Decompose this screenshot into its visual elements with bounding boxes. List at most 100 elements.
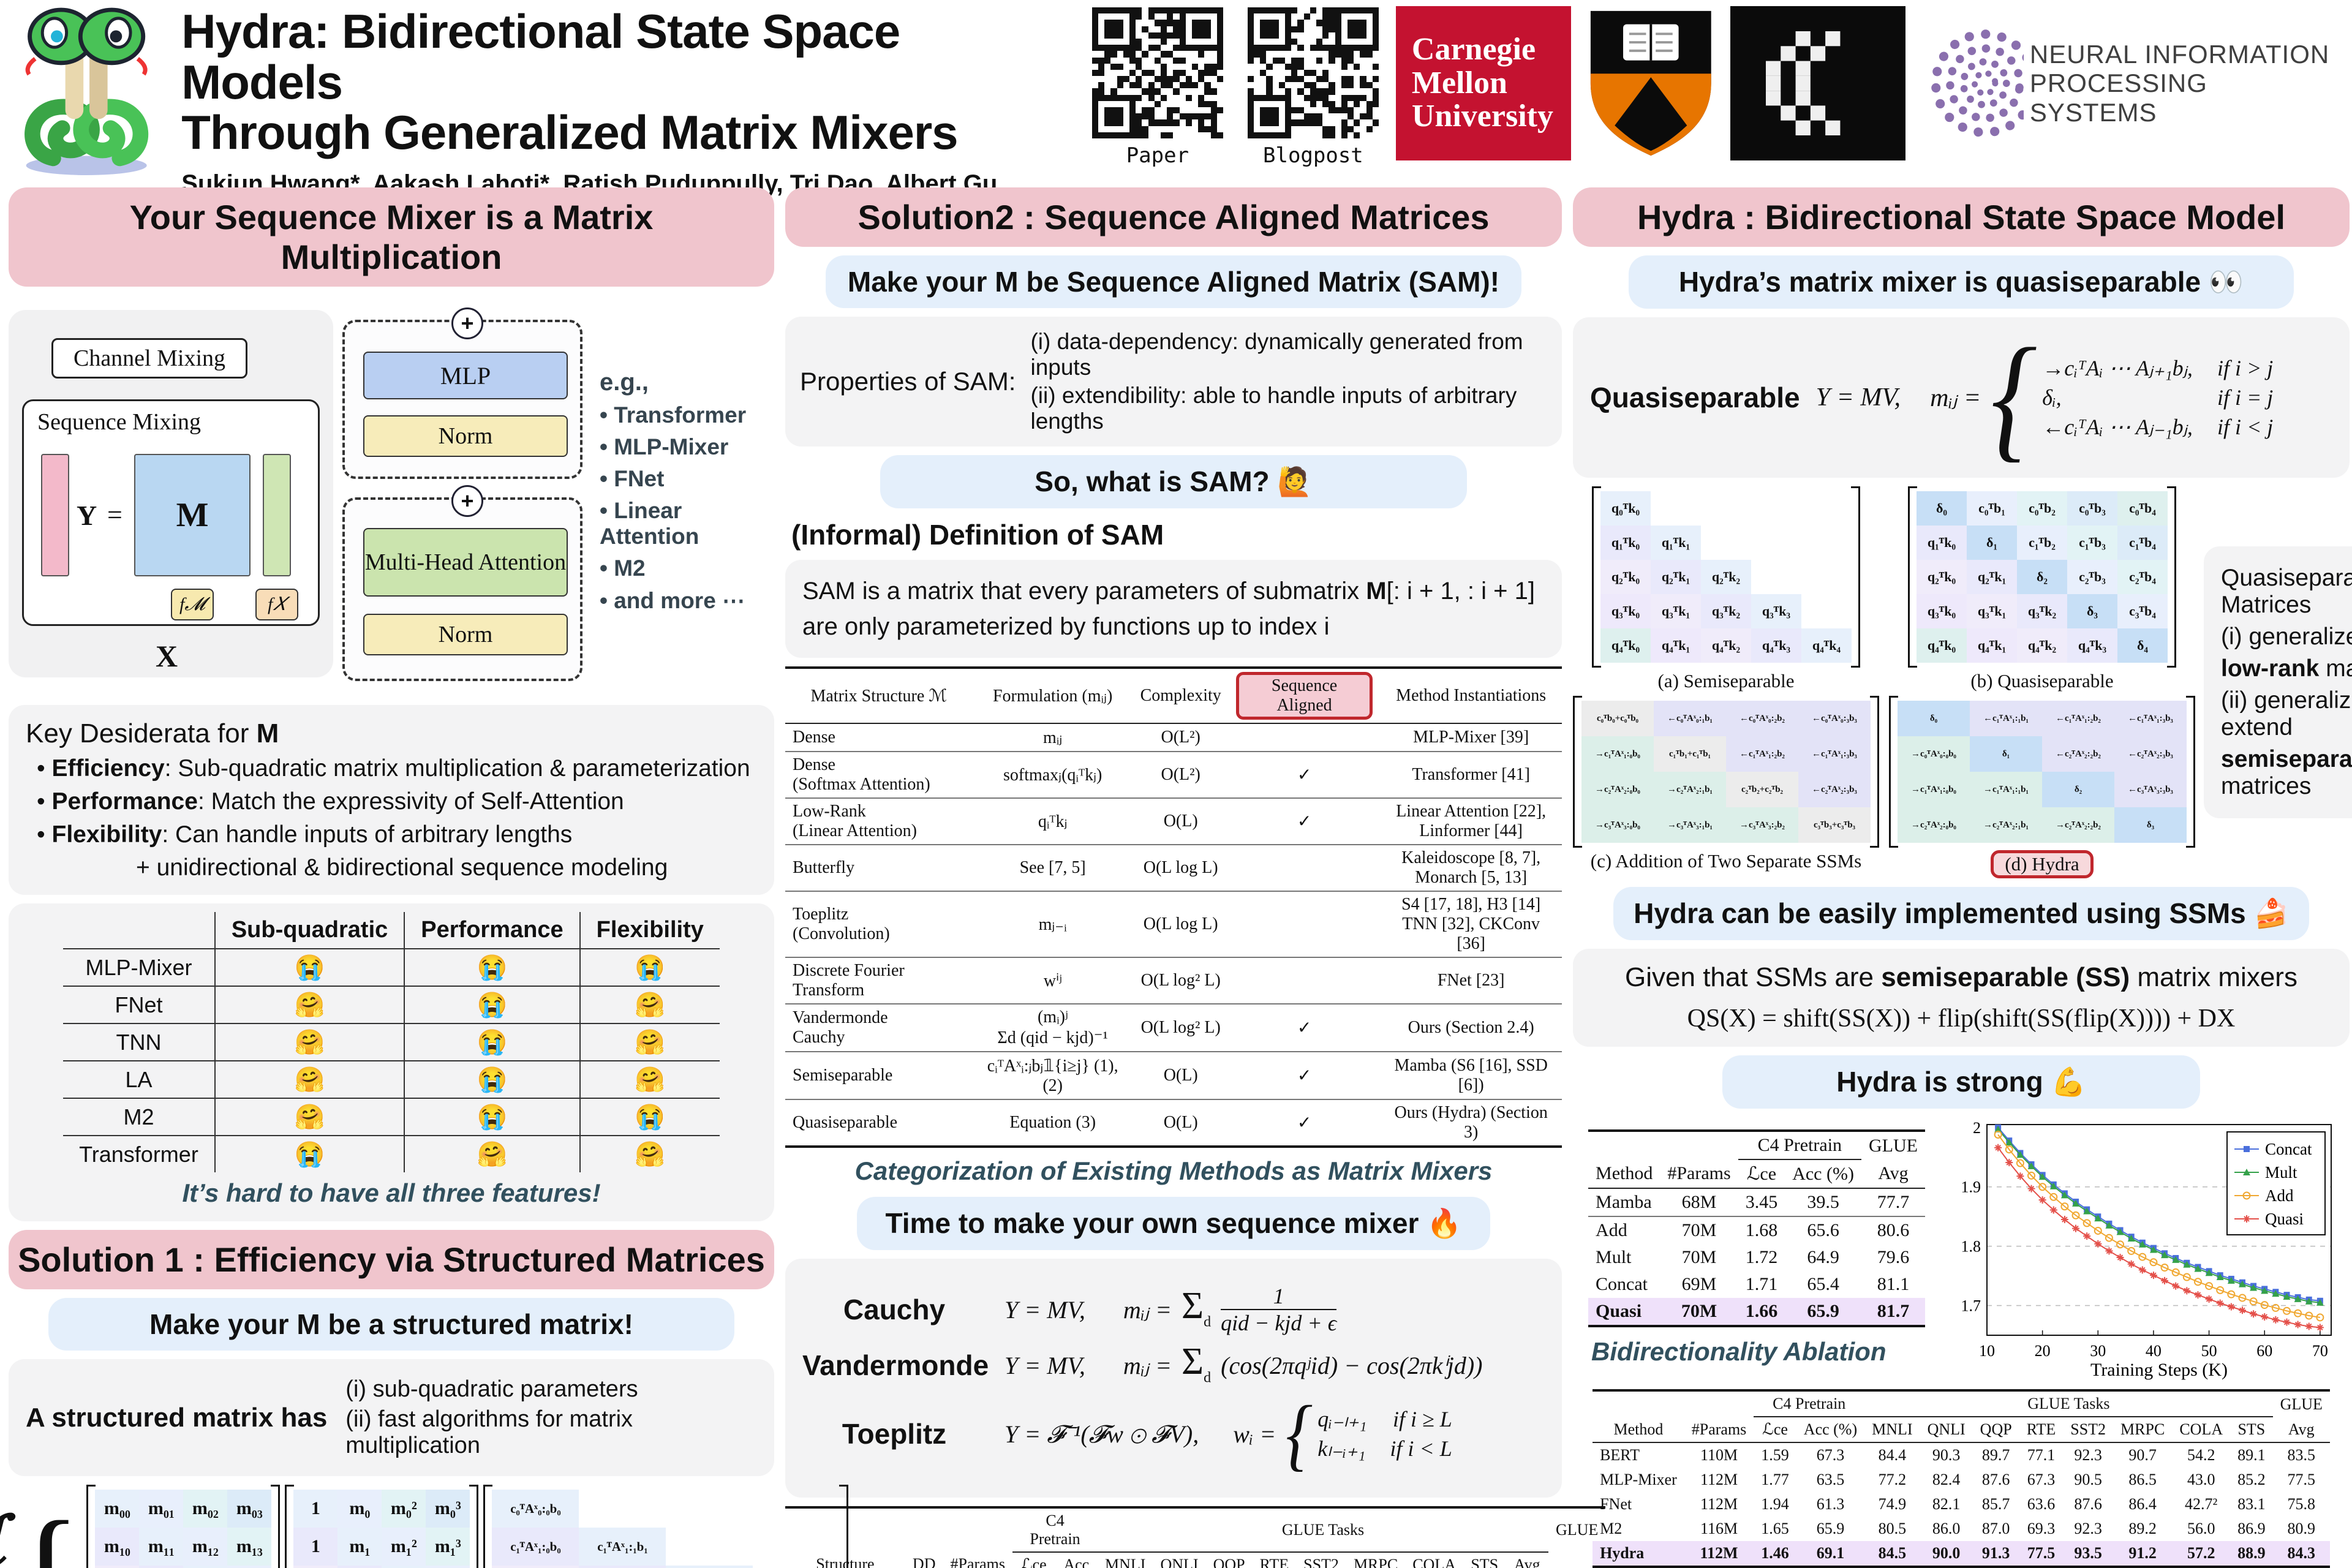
table-cell: 70M: [1660, 1216, 1738, 1244]
matrix-cell: c₀ᵀb₂: [2017, 491, 2067, 526]
matrix-classes-row1: ℳ ∈ { m₀₀m₀₁m₀₂m₀₃m₁₀m₁₁m₁₂m₁₃m₂₀m₂₁m₂₂m…: [0, 1485, 849, 1568]
table-cell: 88.9: [2230, 1541, 2273, 1567]
table-cell: Equation (3): [972, 1099, 1133, 1147]
fig-a-label: (a) Semiseparable: [1657, 670, 1795, 692]
emoji-cell: 🤗: [404, 1135, 580, 1172]
emoji-row: Transformer 😭 🤗 🤗: [63, 1135, 720, 1172]
case-line: δᵢ, if i = j: [2042, 385, 2274, 410]
table-cell: [1228, 844, 1381, 891]
fig-b-label: (b) Quasiseparable: [1970, 670, 2114, 692]
emoji-table-caption: It’s hard to have all three features!: [182, 1178, 601, 1207]
table-cell: 42.7²: [2185, 1495, 2218, 1513]
time-banner: Time to make your own sequence mixer 🔥: [856, 1197, 1491, 1250]
cmu-line3: University: [1411, 99, 1553, 134]
neurips-line2: PROCESSING SYSTEMS: [2029, 69, 2207, 127]
table-row: Quasi 70M 1.66 65.9 81.7: [1588, 1298, 1925, 1326]
table-row: Low-Rank (Linear Attention) qᵢᵀkⱼ O(L) ✓ Line…: [785, 797, 1562, 845]
qr-blogpost-label: Blogpost: [1263, 143, 1363, 168]
table-cell: Hydra: [1593, 1541, 1684, 1567]
table-col-header: Method: [1588, 1159, 1660, 1189]
emoji-cell: 🤗: [579, 1023, 720, 1061]
matrix-cell: c₁ᵀb₃: [2067, 526, 2117, 560]
matrix-cell: →c₂ᵀAˣ₂:₁b₁: [1654, 772, 1726, 807]
matrix-cell: m₂: [337, 1566, 382, 1568]
matrix-cell: [753, 1566, 840, 1568]
case-line: qᵢ₋ₗ₊₁ if i ≥ L: [1317, 1407, 1452, 1432]
list-item: FNet: [600, 466, 774, 492]
what-is-sam-banner: So, what is SAM? 🙋: [880, 455, 1468, 508]
matrix-cell: q₃ᵀk₂: [2017, 594, 2067, 628]
table-col-header: Avg: [1506, 1551, 1548, 1568]
glue-table: C4 Pretrain GLUE Tasks GLUE Method #Params ℒc…: [1593, 1389, 2330, 1568]
table-cell: BERT: [1600, 1446, 1640, 1464]
matrix-classes: ℳ ∈ { m₀₀m₀₁m₀₂m₀₃m₁₀m₁₁m₁₂m₁₃m₂₀m₂₁m₂₂m…: [0, 1485, 849, 1568]
table-group-header: GLUE: [1868, 1135, 1918, 1156]
table-cell: Low-Rank (Linear Attention): [785, 797, 973, 845]
table-cell: 89.2: [2128, 1520, 2157, 1537]
emoji-cell: 🤗: [214, 1060, 405, 1098]
matrix-cell: →c₂ᵀAˣ₂:₀b₀: [1898, 807, 1970, 843]
matrix-cell: δ₀: [1898, 701, 1970, 736]
matrix-cell: [1751, 526, 1801, 560]
table-cell: 57.2: [2172, 1541, 2231, 1567]
table-row: Hydra 112M 1.46 69.1 84.5 90.0 91.3 77.5 93.5 91.…: [1593, 1541, 2330, 1567]
table-col-header: DD: [905, 1551, 943, 1568]
table-cell: 87.6: [2074, 1495, 2102, 1513]
matrix-cell: m₂³: [426, 1566, 470, 1568]
matrix-cell: →c₃ᵀAˣ₃:₀b₀: [1581, 807, 1654, 843]
table-row: Semiseparable cᵢᵀAˣᵢ:ⱼbⱼ𝟙{i≥j} (1), (2) O(…: [785, 1051, 1562, 1099]
matrix-cell: δ₃: [2067, 594, 2117, 628]
matrix-cell: q₃ᵀk₀: [1917, 594, 1967, 628]
table-cell: Linear Attention [22], Linformer [44]: [1380, 797, 1562, 845]
feature-emoji-table: Sub-quadratic Performance Flexibility MLP-…: [63, 912, 720, 1172]
table-cell: 86.5: [2128, 1471, 2157, 1488]
matrix-cell: c₂ᵀAˣ₂:₀b₀: [492, 1566, 579, 1568]
poster-title-line2: Through Generalized Matrix Mixers: [181, 105, 958, 160]
matrix-cell: ←c₁ᵀAˣ₁:₂b₂: [1726, 736, 1798, 772]
table-col-header: QNLI: [1920, 1417, 1973, 1443]
table-cell: ✓: [1228, 1051, 1381, 1099]
sam-prop-i: (i) data-dependency: dynamically generat…: [1030, 329, 1523, 380]
matrix-cell: [753, 1528, 840, 1566]
table-row: Mult 70M 1.72 64.9 79.6: [1588, 1244, 1925, 1271]
matrix-cell: c₃ᵀb₃+c₃ᵀb₃: [1798, 807, 1871, 843]
m-set-label: ℳ ∈: [0, 1501, 6, 1568]
matrix-cell: m₁: [337, 1528, 382, 1566]
examples-list: e.g., Transformer MLP-Mixer FNet Linear Att…: [600, 369, 774, 620]
matrix-cell: δ₀: [1917, 491, 1967, 526]
title-block: Hydra: Bidirectional State Space Models …: [181, 6, 1060, 198]
matrix-cell: m₀: [337, 1490, 382, 1528]
structured-i: (i) sub-quadratic parameters: [345, 1376, 638, 1402]
cmu-line1: Carnegie: [1411, 32, 1536, 67]
table-cell: O(L): [1133, 797, 1229, 845]
table-cell: 77.2: [1878, 1471, 1907, 1488]
cauchy-frac-num: 1: [1221, 1283, 1337, 1310]
sam-properties-lead: Properties of SAM:: [800, 367, 1016, 396]
svg-text:Training Steps (K): Training Steps (K): [2090, 1360, 2228, 1380]
desiderata-title: Key Desiderata for M: [26, 718, 279, 748]
emoji-cell: 😭: [404, 948, 580, 986]
table-row: Dense mᵢⱼ O(L²) MLP-Mixer [39]: [785, 723, 1562, 752]
residual-add-icon: +: [451, 307, 483, 339]
m-matrix-box: M: [134, 454, 251, 576]
sam-prop-ii: (ii) extendibility: able to handle input…: [1030, 383, 1517, 434]
table-cell: 110M: [1700, 1446, 1738, 1464]
matrix-cell: δ₄: [2117, 628, 2168, 663]
table-cell: MLP-Mixer [39]: [1413, 728, 1529, 747]
table-col-header: MRPC: [2113, 1417, 2173, 1443]
table-cell: 89.1: [2237, 1446, 2266, 1464]
table-col-header: Complexity: [1133, 668, 1229, 724]
emoji-cell: 😭: [579, 948, 720, 986]
emoji-cell: 🤗: [214, 1023, 405, 1061]
table-group-header: C4 Pretrain: [1754, 1390, 1865, 1417]
matrix-cell: [1751, 491, 1801, 526]
table-cell: 67.3: [1816, 1446, 1845, 1464]
matrix-cell: q₄ᵀk₀: [1600, 628, 1651, 663]
emoji-cell: 🤗: [214, 986, 405, 1023]
section-title-sequence-mixer: Your Sequence Mixer is a Matrix Multipli…: [9, 187, 774, 287]
neurips-text: NEURAL INFORMATION PROCESSING SYSTEMS: [2030, 40, 2337, 126]
matrix-cell: [753, 1490, 840, 1528]
emoji-col-header: Performance: [404, 912, 580, 949]
training-loss-chart: 1.7 1.8 1.9 2 10 20 30 40 50 60 70 Concat Mult Add Qua…: [1947, 1117, 2339, 1381]
table-cell: wⁱʲ: [972, 957, 1133, 1004]
